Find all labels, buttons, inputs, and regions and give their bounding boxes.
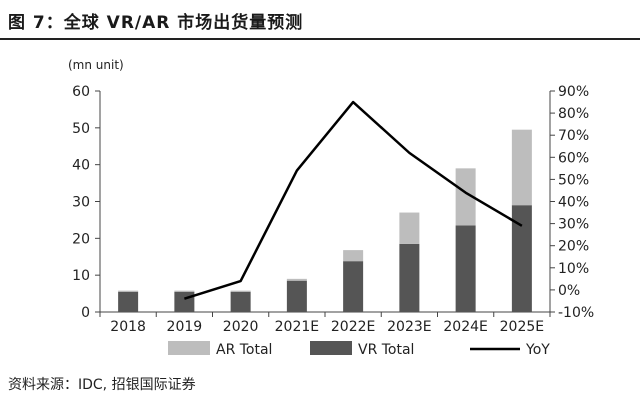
- figure-title: 图 7：全球 VR/AR 市场出货量预测: [8, 13, 304, 33]
- right-tick-label: 60%: [558, 150, 589, 166]
- left-tick-label: 0: [81, 305, 90, 321]
- ar-bar: [118, 290, 139, 292]
- vr-bar: [286, 280, 307, 312]
- left-tick-label: 10: [72, 268, 90, 284]
- ar-bar: [174, 290, 195, 292]
- ar-bar: [286, 278, 307, 281]
- vr-bar: [118, 291, 139, 312]
- left-tick-label: 50: [72, 121, 90, 137]
- right-tick-label: 20%: [558, 239, 589, 255]
- x-tick-label: 2021E: [275, 319, 319, 335]
- right-tick-label: -10%: [558, 305, 594, 321]
- x-tick-label: 2024E: [443, 319, 487, 335]
- vr-bar: [343, 261, 364, 312]
- left-tick-label: 30: [72, 195, 90, 211]
- yoy-line: [184, 100, 523, 300]
- right-tick-label: 30%: [558, 217, 589, 233]
- legend-swatch-ar: [168, 341, 210, 355]
- right-tick-label: 40%: [558, 195, 589, 211]
- ar-bar: [399, 212, 420, 244]
- ar-bar: [455, 168, 476, 226]
- ar-bar: [230, 290, 251, 292]
- title-divider: [0, 38, 640, 40]
- left-tick-label: 20: [72, 231, 90, 247]
- right-tick-label: 10%: [558, 261, 589, 277]
- x-tick-label: 2022E: [331, 319, 375, 335]
- right-tick-label: 80%: [558, 106, 589, 122]
- source-note: 资料来源：IDC, 招银国际证券: [8, 377, 196, 393]
- legend-label-ar: AR Total: [216, 342, 272, 358]
- vr-bar: [230, 291, 251, 312]
- x-tick-label: 2025E: [500, 319, 544, 335]
- vr-bar: [399, 243, 420, 312]
- ar-bar: [343, 250, 364, 262]
- vr-bar: [455, 225, 476, 312]
- vr-bar: [511, 205, 532, 312]
- x-tick-label: 2023E: [387, 319, 431, 335]
- vr-bar: [174, 291, 195, 312]
- left-tick-label: 40: [72, 158, 90, 174]
- x-tick-label: 2019: [167, 319, 203, 335]
- left-tick-label: 60: [72, 84, 90, 100]
- legend-swatch-vr: [310, 341, 352, 355]
- x-tick-label: 2018: [110, 319, 146, 335]
- x-tick-label: 2020: [223, 319, 259, 335]
- legend-label-yoy: YoY: [525, 342, 550, 358]
- unit-label: (mn unit): [68, 58, 124, 72]
- right-tick-label: 90%: [558, 84, 589, 100]
- legend-label-vr: VR Total: [358, 342, 414, 358]
- ar-bar: [511, 129, 532, 206]
- right-tick-label: 70%: [558, 128, 589, 144]
- right-tick-label: 50%: [558, 172, 589, 188]
- right-tick-label: 0%: [558, 283, 580, 299]
